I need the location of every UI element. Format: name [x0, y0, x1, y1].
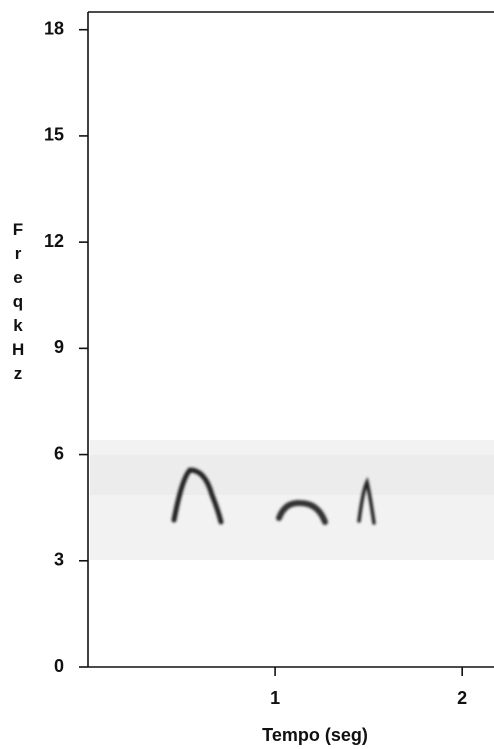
- y-tick-label: 15: [44, 125, 64, 145]
- chart: Tempo (seg) 036912151812: [0, 0, 494, 749]
- x-tick-label: 1: [270, 688, 280, 708]
- noise-band: [90, 455, 494, 495]
- y-axis-label: Freq kHz: [12, 218, 24, 386]
- x-tick-label: 2: [457, 688, 467, 708]
- x-axis-label: Tempo (seg): [262, 725, 368, 745]
- page: Tempo (seg) 036912151812 Freq kHz: [0, 0, 494, 749]
- y-tick-label: 3: [54, 550, 64, 570]
- y-tick-label: 0: [54, 656, 64, 676]
- y-tick-label: 18: [44, 18, 64, 38]
- y-tick-label: 9: [54, 337, 64, 357]
- y-tick-label: 6: [54, 443, 64, 463]
- y-tick-label: 12: [44, 231, 64, 251]
